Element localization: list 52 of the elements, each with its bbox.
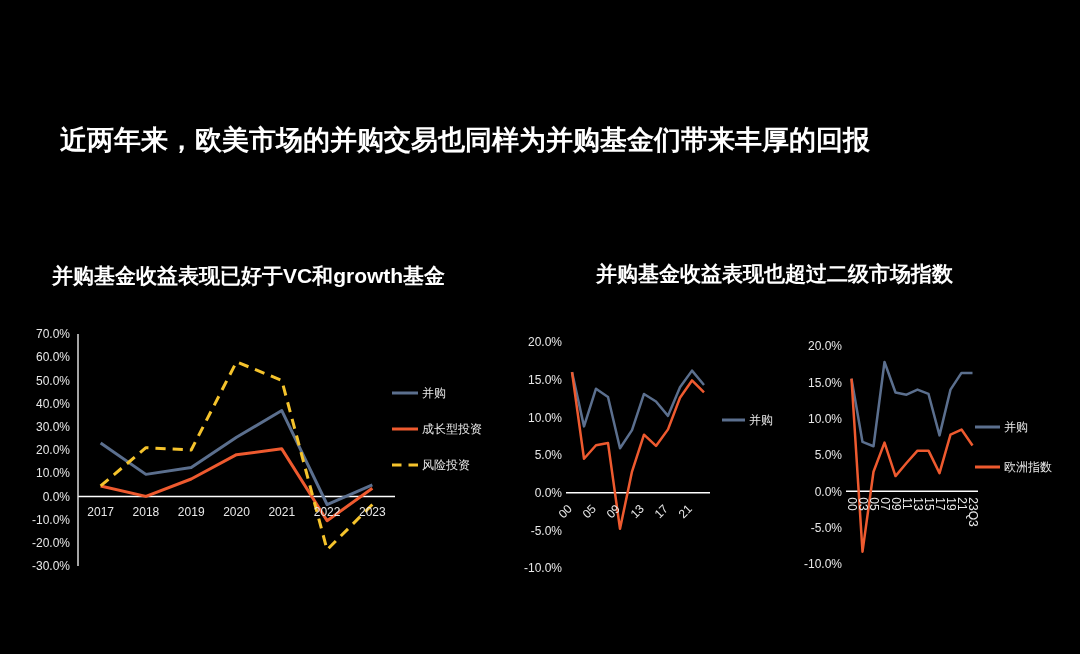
x-tick-label: 2018 bbox=[132, 505, 160, 520]
y-tick-label: 60.0% bbox=[35, 350, 71, 365]
line-series bbox=[570, 369, 706, 450]
y-tick-label: 15.0% bbox=[807, 375, 843, 390]
y-tick-label: 10.0% bbox=[35, 466, 71, 481]
y-tick-label: 70.0% bbox=[35, 327, 71, 342]
x-tick-label: 00 bbox=[555, 501, 576, 522]
x-tick-label: 17 bbox=[651, 501, 672, 522]
legend-label: 风险投资 bbox=[422, 456, 470, 474]
y-tick-label: 0.0% bbox=[814, 484, 843, 499]
y-tick-label: 20.0% bbox=[35, 443, 71, 458]
legend-label: 并购 bbox=[422, 384, 446, 402]
y-tick-label: 5.0% bbox=[534, 448, 563, 463]
x-tick-label: 2019 bbox=[177, 505, 205, 520]
x-tick-label: 2017 bbox=[87, 505, 115, 520]
y-tick-label: -10.0% bbox=[31, 512, 71, 527]
legend-label: 成长型投资 bbox=[422, 420, 482, 438]
x-tick-label: 21 bbox=[675, 501, 696, 522]
y-tick-label: 40.0% bbox=[35, 396, 71, 411]
x-tick-label: 09 bbox=[603, 501, 624, 522]
y-tick-label: 0.0% bbox=[42, 489, 71, 504]
line-series bbox=[850, 360, 974, 448]
line-series bbox=[570, 370, 706, 531]
y-tick-label: 20.0% bbox=[527, 335, 563, 350]
y-tick-label: 5.0% bbox=[814, 448, 843, 463]
legend-label: 并购 bbox=[1004, 418, 1028, 436]
y-tick-label: -5.0% bbox=[530, 523, 563, 538]
line-series bbox=[99, 409, 374, 507]
y-tick-label: -10.0% bbox=[803, 557, 843, 572]
x-tick-label: 2023 bbox=[359, 505, 387, 520]
y-tick-label: 30.0% bbox=[35, 420, 71, 435]
y-tick-label: 50.0% bbox=[35, 373, 71, 388]
y-tick-label: 20.0% bbox=[807, 339, 843, 354]
y-tick-label: 10.0% bbox=[527, 410, 563, 425]
x-tick-label: 2021 bbox=[268, 505, 296, 520]
x-tick-label: 2020 bbox=[223, 505, 251, 520]
legend-label: 欧洲指数 bbox=[1004, 458, 1052, 476]
y-tick-label: -30.0% bbox=[31, 559, 71, 574]
y-tick-label: 10.0% bbox=[807, 411, 843, 426]
y-tick-label: 15.0% bbox=[527, 372, 563, 387]
x-tick-label: 00 bbox=[844, 497, 859, 512]
y-tick-label: 0.0% bbox=[534, 485, 563, 500]
x-tick-label: 23Q3 bbox=[965, 497, 980, 528]
text: 并购基金收益表现也超过二级市场指数 bbox=[596, 261, 953, 287]
text: 近两年来，欧美市场的并购交易也同样为并购基金们带来丰厚的回报 bbox=[60, 124, 870, 157]
y-tick-label: -10.0% bbox=[523, 561, 563, 576]
chart-title: 并购基金收益表现已好于VC和growth基金 bbox=[52, 263, 446, 289]
y-tick-label: -5.0% bbox=[810, 520, 843, 535]
y-tick-label: -20.0% bbox=[31, 536, 71, 551]
x-tick-label: 05 bbox=[579, 501, 600, 522]
legend-label: 并购 bbox=[749, 411, 773, 429]
x-tick-label: 13 bbox=[627, 501, 648, 522]
